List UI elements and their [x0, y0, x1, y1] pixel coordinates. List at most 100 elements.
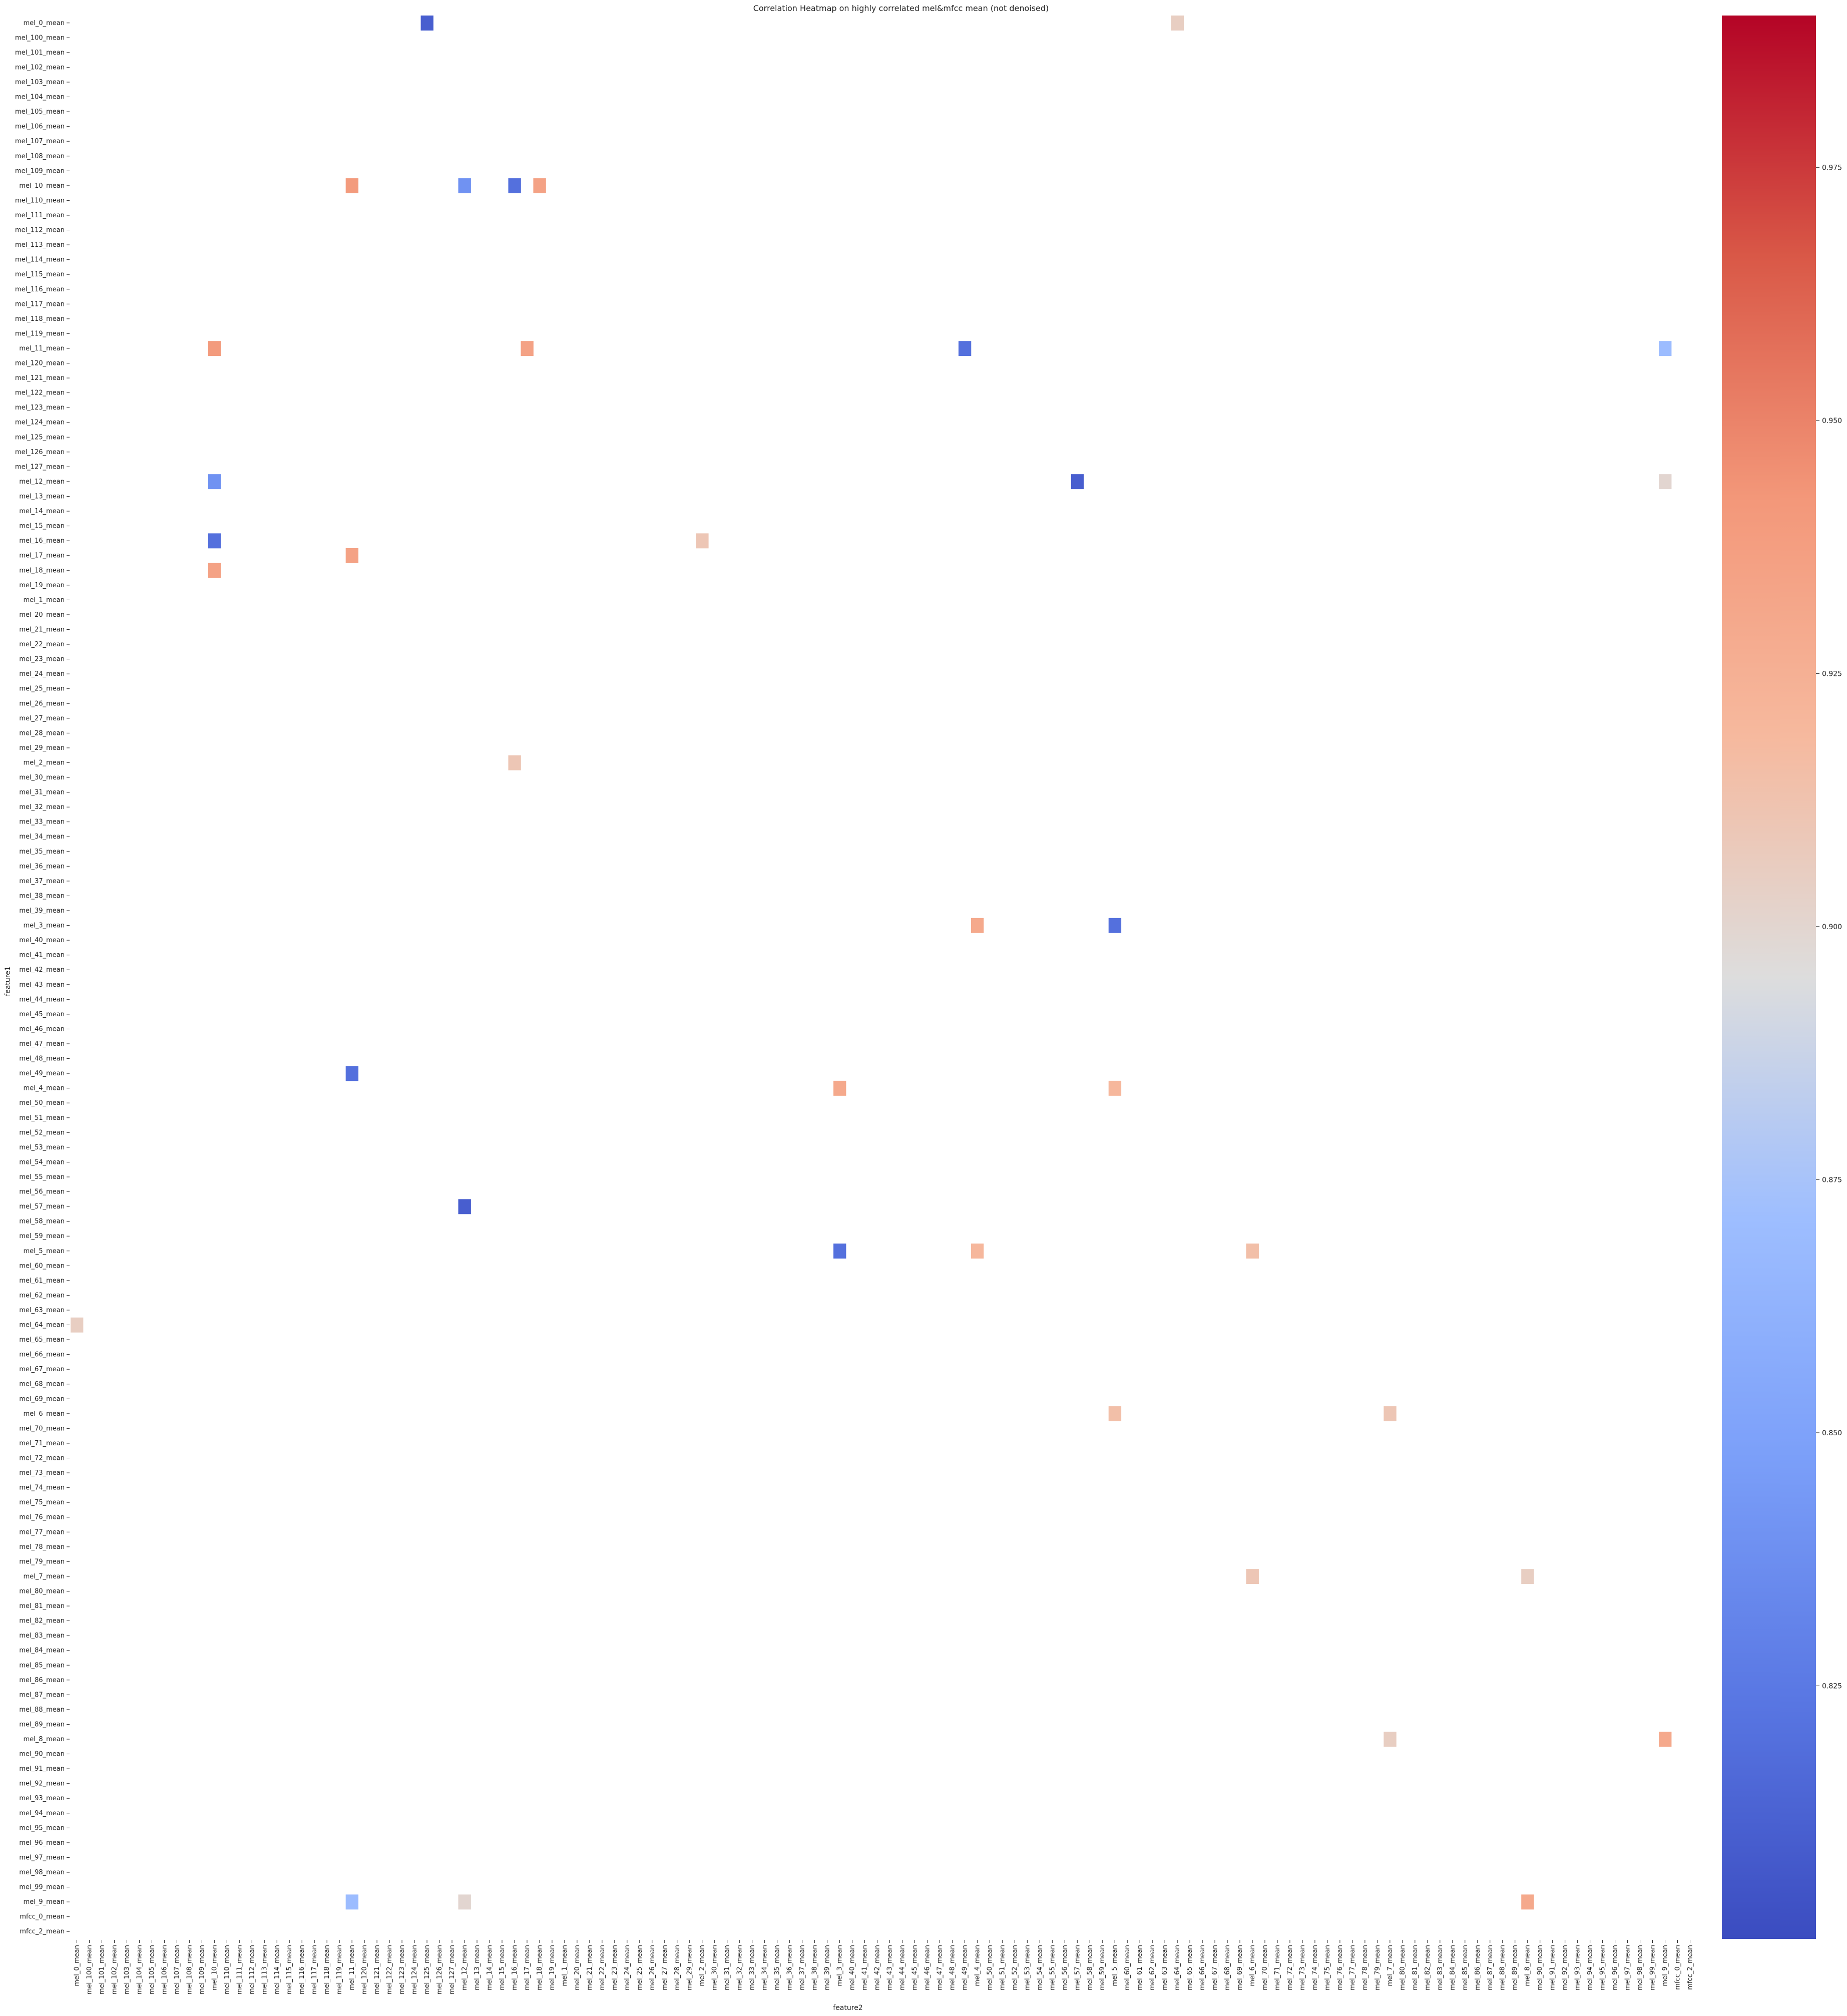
heatmap-cell: [1521, 1894, 1534, 1910]
y-tick-label: mel_27_mean: [19, 715, 65, 722]
y-tick-label: mel_122_mean: [15, 389, 65, 397]
x-tick-label: mel_76_mean: [1336, 1945, 1344, 1990]
x-tick-label: mel_118_mean: [323, 1945, 331, 1994]
y-tick-label: mel_111_mean: [15, 212, 65, 219]
heatmap-cell: [458, 178, 471, 194]
x-tick-label: mel_126_mean: [436, 1945, 443, 1994]
y-tick-label: mel_80_mean: [19, 1587, 65, 1595]
x-tick-label: mel_102_mean: [111, 1945, 118, 1994]
y-tick-label: mel_11_mean: [19, 345, 65, 352]
y-tick-label: mel_50_mean: [19, 1099, 65, 1107]
y-tick-label: mel_6_mean: [24, 1410, 65, 1418]
y-tick-label: mel_31_mean: [19, 789, 65, 796]
y-tick-label: mel_9_mean: [24, 1898, 65, 1906]
x-tick-label: mel_19_mean: [549, 1945, 556, 1990]
y-tick-label: mel_81_mean: [19, 1602, 65, 1610]
x-tick-label: mel_21_mean: [586, 1945, 594, 1990]
x-tick-label: mel_80_mean: [1399, 1945, 1407, 1990]
x-tick-label: mel_117_mean: [311, 1945, 318, 1994]
y-tick-label: mel_23_mean: [19, 656, 65, 663]
x-tick-label: mel_49_mean: [961, 1945, 969, 1990]
x-tick-label: mel_94_mean: [1587, 1945, 1594, 1990]
x-tick-label: mel_115_mean: [286, 1945, 293, 1994]
x-tick-label: mel_85_mean: [1462, 1945, 1469, 1990]
heatmap-cell: [71, 1317, 84, 1333]
y-tick-label: mel_44_mean: [19, 996, 65, 1003]
y-tick-label: mel_22_mean: [19, 641, 65, 648]
x-tick-label: mel_63_mean: [1161, 1945, 1169, 1990]
y-tick-label: mel_120_mean: [15, 360, 65, 367]
y-tick-label: mel_76_mean: [19, 1514, 65, 1521]
y-tick-label: mel_45_mean: [19, 1011, 65, 1018]
x-tick-label: mel_69_mean: [1236, 1945, 1244, 1990]
x-tick-label: mel_2_mean: [699, 1945, 706, 1986]
y-tick-label: mel_20_mean: [19, 611, 65, 619]
x-tick-label: mel_66_mean: [1199, 1945, 1206, 1990]
x-tick-label: mel_41_mean: [861, 1945, 869, 1990]
heatmap-cell: [958, 341, 972, 356]
x-tick-label: mel_91_mean: [1549, 1945, 1557, 1990]
heatmap-cell: [833, 1243, 846, 1259]
heatmap-cell: [345, 548, 359, 563]
x-tick-label: mel_123_mean: [398, 1945, 406, 1994]
y-tick-label: mel_51_mean: [19, 1114, 65, 1122]
y-tick-label: mel_94_mean: [19, 1810, 65, 1817]
heatmap-cell: [458, 1894, 471, 1910]
heatmap-cell: [533, 178, 546, 194]
y-tick-label: mel_30_mean: [19, 774, 65, 781]
y-tick-label: mel_65_mean: [19, 1336, 65, 1344]
x-tick-label: mel_100_mean: [86, 1945, 93, 1994]
colorbar: [1722, 16, 1816, 1939]
y-tick-label: mel_33_mean: [19, 819, 65, 826]
x-tick-label: mel_46_mean: [924, 1945, 931, 1990]
y-tick-label: mel_21_mean: [19, 626, 65, 633]
x-tick-label: mel_113_mean: [261, 1945, 268, 1994]
x-tick-label: mel_57_mean: [1074, 1945, 1081, 1990]
x-tick-label: mel_38_mean: [811, 1945, 819, 1990]
y-tick-label: mel_12_mean: [19, 478, 65, 486]
y-tick-label: mel_58_mean: [19, 1218, 65, 1226]
x-tick-label: mel_58_mean: [1086, 1945, 1094, 1990]
y-tick-label: mel_88_mean: [19, 1706, 65, 1714]
y-tick-label: mel_90_mean: [19, 1751, 65, 1758]
heatmap-cell: [508, 755, 521, 770]
y-tick-label: mel_116_mean: [15, 286, 65, 293]
x-tick-label: mel_25_mean: [636, 1945, 644, 1990]
y-tick-label: mel_123_mean: [15, 404, 65, 412]
x-tick-label: mel_37_mean: [799, 1945, 806, 1990]
y-tick-label: mel_60_mean: [19, 1262, 65, 1270]
x-tick-label: mel_4_mean: [974, 1945, 981, 1986]
y-tick-label: mel_75_mean: [19, 1499, 65, 1506]
x-tick-label: mel_0_mean: [73, 1945, 81, 1986]
x-tick-label: mel_14_mean: [486, 1945, 494, 1990]
heatmap-cell: [208, 474, 221, 490]
heatmap-cell: [833, 1080, 846, 1096]
x-tick-label: mel_127_mean: [448, 1945, 456, 1994]
y-tick-label: mel_15_mean: [19, 523, 65, 530]
x-tick-label: mel_110_mean: [223, 1945, 231, 1994]
x-tick-label: mel_9_mean: [1662, 1945, 1669, 1986]
y-tick-label: mel_91_mean: [19, 1765, 65, 1773]
heatmap-cell: [1521, 1569, 1534, 1584]
y-tick-label: mel_121_mean: [15, 374, 65, 382]
heatmap-cell: [1659, 1732, 1672, 1747]
x-tick-label: mel_11_mean: [348, 1945, 356, 1990]
x-tick-label: mel_78_mean: [1361, 1945, 1369, 1990]
x-tick-label: mel_64_mean: [1174, 1945, 1181, 1990]
y-tick-label: mfcc_2_mean: [20, 1928, 65, 1935]
x-tick-label: mel_60_mean: [1124, 1945, 1131, 1990]
x-tick-label: mel_20_mean: [574, 1945, 581, 1990]
x-tick-label: mel_99_mean: [1649, 1945, 1657, 1990]
y-tick-label: mel_119_mean: [15, 330, 65, 337]
x-tick-label: mel_121_mean: [373, 1945, 381, 1994]
x-tick-label: mel_44_mean: [898, 1945, 906, 1990]
heatmap-cells: [71, 16, 1672, 1910]
y-tick-label: mel_2_mean: [24, 759, 65, 766]
x-tick-label: mel_65_mean: [1186, 1945, 1194, 1990]
heatmap-cell: [971, 1243, 984, 1259]
colorbar-ticks: 0.825 0.850 0.875 0.900 0.925 0.950 0.975: [1816, 164, 1842, 1690]
x-tick-label: mel_72_mean: [1286, 1945, 1294, 1990]
y-tick-label: mel_54_mean: [19, 1158, 65, 1166]
y-tick-label: mel_82_mean: [19, 1618, 65, 1625]
x-tick-label: mel_17_mean: [524, 1945, 531, 1990]
